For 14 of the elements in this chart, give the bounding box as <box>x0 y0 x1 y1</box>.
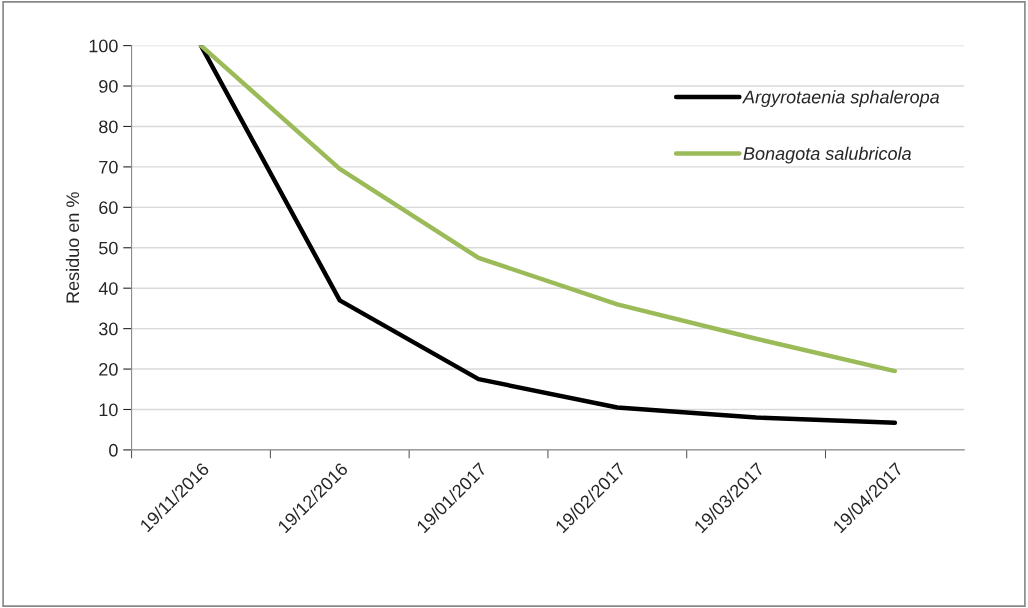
y-tick-label: 40 <box>98 282 118 295</box>
y-tick-label: 30 <box>99 322 118 336</box>
y-tick-label: 90 <box>99 79 118 93</box>
y-axis-title: Residuo en % <box>65 192 80 303</box>
legend-label: Argyrotaenia sphaleropa <box>742 90 940 107</box>
y-tick-label: 60 <box>99 201 118 215</box>
y-tick-label: 50 <box>99 241 118 255</box>
y-tick-label: 70 <box>99 160 118 174</box>
y-tick-label: 0 <box>109 443 118 457</box>
y-tick-label: 80 <box>99 120 118 134</box>
legend-label: Bonagota salubricola <box>743 146 911 164</box>
y-tick-label: 20 <box>99 362 118 376</box>
y-tick-label: 10 <box>99 403 118 417</box>
y-tick-label: 100 <box>89 39 118 53</box>
